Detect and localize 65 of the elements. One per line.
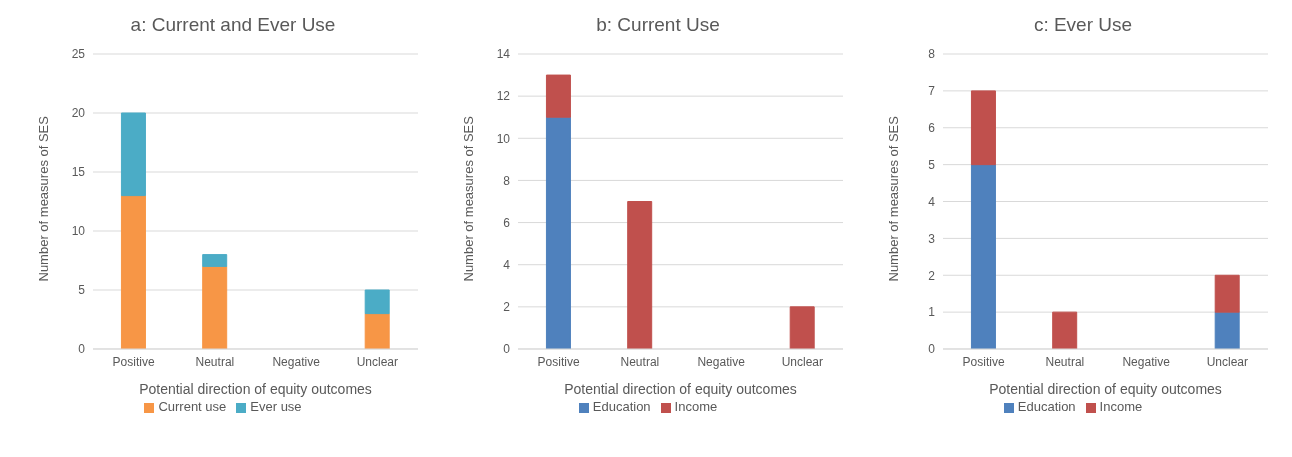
chart-title: c: Ever Use: [1032, 13, 1134, 37]
y-tick-label: 4: [503, 257, 511, 272]
bar: [364, 313, 390, 349]
y-tick-label: 6: [928, 121, 936, 136]
bar: [202, 265, 228, 349]
x-tick-label: Positive: [537, 354, 580, 369]
y-tick-label: 12: [496, 89, 511, 104]
legend-label: Education: [592, 399, 651, 414]
y-tick-label: 5: [928, 157, 936, 172]
y-tick-label: 1: [928, 305, 936, 320]
legend-label: Income: [1099, 399, 1143, 414]
x-tick-label: Unclear: [356, 354, 399, 369]
y-tick-label: 0: [78, 342, 86, 357]
x-tick-label: Unclear: [1206, 354, 1249, 369]
y-tick-label: 20: [71, 106, 86, 121]
x-axis-title: Potential direction of equity outcomes: [564, 381, 797, 397]
bar: [120, 112, 146, 197]
x-tick-label: Neutral: [620, 354, 660, 369]
bar: [1214, 311, 1240, 349]
chart-title: a: Current and Ever Use: [129, 13, 337, 37]
bar: [970, 90, 996, 166]
y-tick-label: 15: [71, 165, 86, 180]
legend-label: Income: [674, 399, 718, 414]
bar: [1214, 274, 1240, 313]
y-tick-label: 0: [503, 342, 511, 357]
y-tick-label: 14: [496, 47, 511, 62]
bar: [120, 195, 146, 349]
y-tick-label: 2: [928, 268, 936, 283]
y-tick-label: 0: [928, 342, 936, 357]
x-tick-label: Positive: [112, 354, 155, 369]
y-tick-label: 2: [503, 300, 511, 315]
x-tick-label: Neutral: [195, 354, 235, 369]
bar: [970, 164, 996, 349]
y-tick-label: 10: [496, 131, 511, 146]
x-axis-title: Potential direction of equity outcomes: [989, 381, 1222, 397]
y-tick-label: 8: [928, 47, 936, 62]
y-axis-title: Number of measures of SES: [885, 115, 901, 282]
chart-title: b: Current Use: [595, 13, 721, 37]
bar: [545, 116, 571, 349]
y-axis-title: Number of measures of SES: [35, 115, 51, 282]
y-tick-label: 8: [503, 173, 511, 188]
bar: [627, 201, 653, 349]
legend-label: Ever use: [250, 399, 302, 414]
x-tick-label: Negative: [272, 354, 321, 369]
y-tick-label: 4: [928, 194, 936, 209]
y-tick-label: 10: [71, 224, 86, 239]
bar: [545, 74, 571, 118]
x-tick-label: Positive: [962, 354, 1005, 369]
x-tick-label: Unclear: [781, 354, 824, 369]
y-tick-label: 7: [928, 84, 936, 99]
legend-label: Current use: [158, 399, 227, 414]
y-tick-label: 5: [78, 283, 86, 298]
y-tick-label: 25: [71, 47, 86, 62]
bar: [202, 254, 228, 267]
y-axis-title: Number of measures of SES: [460, 115, 476, 282]
x-axis-title: Potential direction of equity outcomes: [139, 381, 372, 397]
y-tick-label: 3: [928, 231, 936, 246]
x-tick-label: Neutral: [1045, 354, 1085, 369]
x-tick-label: Negative: [1122, 354, 1171, 369]
bar: [1052, 311, 1078, 349]
x-tick-label: Negative: [697, 354, 746, 369]
y-tick-label: 6: [503, 215, 511, 230]
bar: [364, 289, 390, 315]
legend-label: Education: [1017, 399, 1076, 414]
bar: [789, 306, 815, 349]
